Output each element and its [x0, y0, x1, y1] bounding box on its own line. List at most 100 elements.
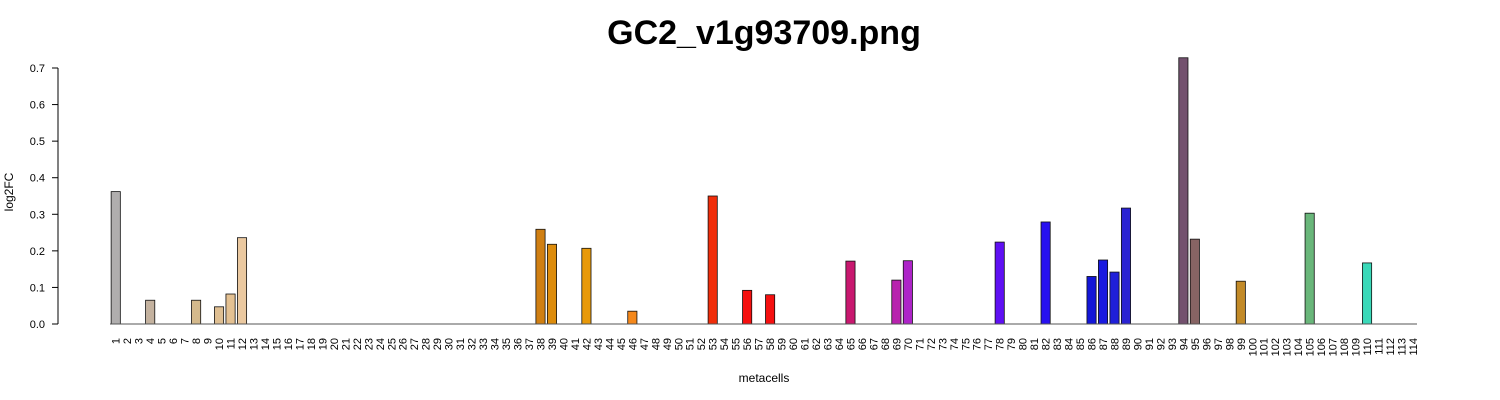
x-tick-label: 103	[1282, 338, 1294, 356]
x-tick-label: 70	[903, 338, 915, 350]
x-tick-label: 78	[995, 338, 1007, 350]
bar-65	[845, 260, 856, 325]
x-tick-label: 8	[191, 338, 203, 344]
x-tick-label: 109	[1351, 338, 1363, 356]
x-tick-label: 12	[237, 338, 249, 350]
x-tick-label: 85	[1075, 338, 1087, 350]
x-tick-label: 59	[777, 338, 789, 350]
bar-78	[994, 241, 1005, 325]
bar-8	[191, 299, 202, 325]
x-tick-label: 93	[1167, 338, 1179, 350]
bar-56	[742, 289, 753, 325]
x-tick-label: 97	[1213, 338, 1225, 350]
x-tick-label: 50	[673, 338, 685, 350]
x-tick-label: 83	[1052, 338, 1064, 350]
x-tick-label: 29	[432, 338, 444, 350]
x-tick-label: 68	[880, 338, 892, 350]
x-tick-label: 64	[834, 338, 846, 350]
x-tick-label: 79	[1006, 338, 1018, 350]
x-tick-label: 92	[1155, 338, 1167, 350]
x-tick-label: 48	[650, 338, 662, 350]
x-tick-label: 71	[914, 338, 926, 350]
x-tick-label: 60	[788, 338, 800, 350]
x-tick-label: 3	[134, 338, 146, 344]
x-tick-label: 112	[1385, 338, 1397, 356]
x-tick-labels: 1 2 3 4 5 6 7 8 9 10 11 12 13 14 15 16 17 18 19 20 21 22 23 24 2…	[111, 338, 1420, 356]
x-tick-label: 63	[823, 338, 835, 350]
x-tick-label: 56	[742, 338, 754, 350]
x-tick-label: 39	[547, 338, 559, 350]
x-tick-label: 89	[1121, 338, 1133, 350]
y-tick-label: 0.6	[30, 100, 45, 112]
x-tick-label: 18	[306, 338, 318, 350]
x-tick-label: 90	[1132, 338, 1144, 350]
x-tick-label: 25	[386, 338, 398, 350]
x-tick-label: 20	[329, 338, 341, 350]
x-tick-label: 88	[1110, 338, 1122, 350]
bars-group	[110, 57, 1373, 325]
y-tick-label: 0.2	[30, 246, 45, 258]
x-tick-label: 51	[685, 338, 697, 350]
bar-70	[902, 260, 913, 325]
x-tick-label: 38	[536, 338, 548, 350]
x-tick-label: 76	[972, 338, 984, 350]
x-tick-label: 107	[1328, 338, 1340, 356]
x-tick-label: 44	[604, 338, 616, 350]
x-tick-label: 53	[708, 338, 720, 350]
bar-105	[1304, 212, 1315, 325]
x-tick-label: 96	[1201, 338, 1213, 350]
bar-11	[225, 293, 236, 325]
x-tick-label: 75	[960, 338, 972, 350]
x-tick-label: 11	[226, 338, 238, 349]
y-tick-label: 0.4	[30, 173, 45, 185]
x-tick-label: 14	[260, 338, 272, 350]
x-tick-label: 101	[1259, 338, 1271, 356]
bar-82	[1040, 221, 1051, 325]
x-tick-label: 21	[340, 338, 352, 350]
bar-4	[145, 299, 156, 325]
x-tick-label: 46	[627, 338, 639, 350]
x-tick-label: 52	[696, 338, 708, 350]
x-tick-label: 5	[157, 338, 169, 344]
x-tick-label: 102	[1270, 338, 1282, 356]
x-tick-label: 110	[1362, 338, 1374, 356]
bar-89	[1120, 207, 1131, 325]
x-tick-label: 40	[558, 338, 570, 350]
x-tick-label: 94	[1178, 338, 1190, 350]
x-tick-label: 41	[570, 338, 582, 350]
x-tick-label: 13	[249, 338, 261, 350]
x-tick-label: 80	[1018, 338, 1030, 350]
x-tick-label: 74	[949, 338, 961, 350]
x-tick-label: 87	[1098, 338, 1110, 350]
x-tick-label: 10	[214, 338, 226, 350]
y-tick-label: 0.1	[30, 282, 45, 294]
x-tick-label: 105	[1305, 338, 1317, 356]
x-tick-label: 1	[111, 338, 123, 344]
x-tick-label: 32	[467, 338, 479, 350]
bar-87	[1098, 259, 1109, 325]
x-tick-label: 23	[363, 338, 375, 350]
x-tick-label: 57	[754, 338, 766, 350]
bar-12	[237, 237, 248, 325]
x-tick-label: 95	[1190, 338, 1202, 350]
x-tick-label: 15	[271, 338, 283, 350]
x-tick-label: 108	[1339, 338, 1351, 356]
x-tick-label: 111	[1374, 338, 1386, 355]
chart-title: GC2_v1g93709.png	[607, 14, 921, 52]
x-tick-label: 17	[294, 338, 306, 350]
x-tick-label: 81	[1029, 338, 1041, 350]
x-tick-label: 30	[444, 338, 456, 350]
bar-10	[214, 306, 225, 325]
x-tick-label: 35	[501, 338, 513, 350]
x-tick-label: 98	[1224, 338, 1236, 350]
x-tick-label: 16	[283, 338, 295, 350]
bar-99	[1235, 280, 1246, 325]
x-tick-label: 72	[926, 338, 938, 350]
x-tick-label: 62	[811, 338, 823, 350]
y-axis-label: log2FC	[2, 172, 16, 211]
x-tick-label: 42	[581, 338, 593, 350]
x-tick-label: 61	[800, 338, 812, 350]
x-tick-label: 33	[478, 338, 490, 350]
x-tick-label: 43	[593, 338, 605, 350]
